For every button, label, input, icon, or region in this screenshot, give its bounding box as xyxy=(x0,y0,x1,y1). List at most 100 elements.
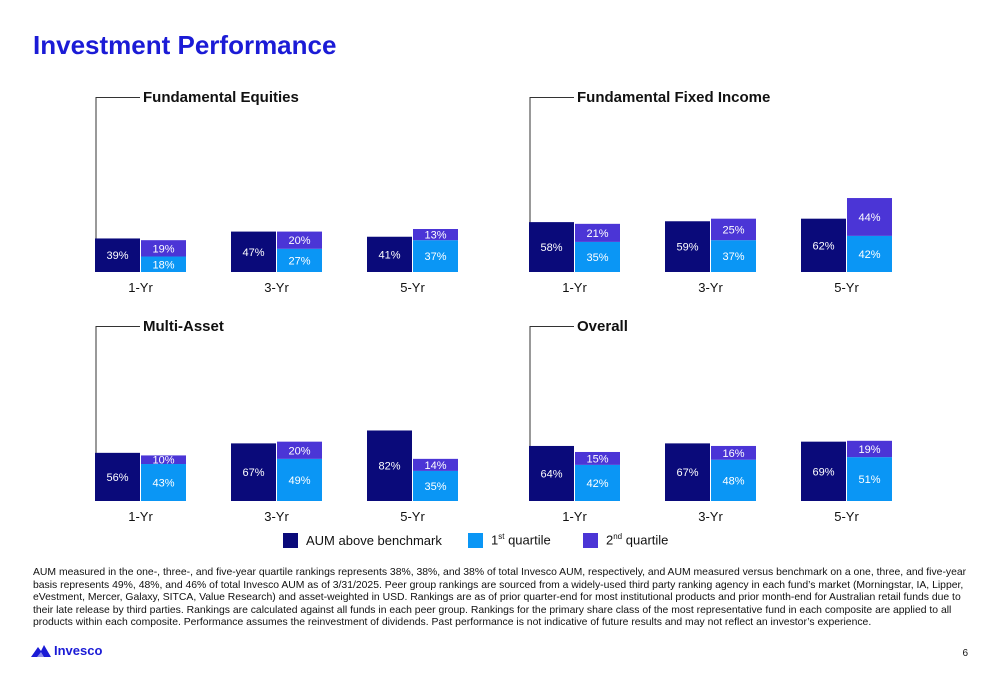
data-label-1st-quartile: 48% xyxy=(722,475,744,487)
data-label-2nd-quartile: 19% xyxy=(152,243,174,255)
bar-aum-above-benchmark xyxy=(665,221,710,272)
data-label-aum: 47% xyxy=(242,247,264,259)
bar-1st-quartile xyxy=(575,241,620,272)
x-tick-label: 5-Yr xyxy=(834,280,859,295)
bar-aum-above-benchmark xyxy=(367,236,412,272)
data-label-1st-quartile: 35% xyxy=(586,252,608,264)
data-label-aum: 41% xyxy=(378,249,400,261)
x-tick-label: 1-Yr xyxy=(128,509,153,524)
page-number: 6 xyxy=(962,648,968,659)
footnote: AUM measured in the one-, three-, and fi… xyxy=(33,567,967,629)
data-label-aum: 62% xyxy=(812,240,834,252)
title-bracket xyxy=(529,326,574,501)
chart-title: Fundamental Equities xyxy=(143,89,299,106)
data-label-2nd-quartile: 21% xyxy=(586,228,608,240)
bar-1st-quartile xyxy=(413,470,458,501)
legend-swatch-q2 xyxy=(583,532,598,548)
legend-swatch-q1 xyxy=(468,532,483,548)
bar-aum-above-benchmark xyxy=(367,430,412,501)
legend-label-q1: 1st quartile xyxy=(491,532,551,548)
data-label-aum: 39% xyxy=(106,250,128,262)
bar-2nd-quartile xyxy=(277,231,322,249)
invesco-logo[interactable]: Invesco xyxy=(31,643,102,658)
data-label-1st-quartile: 18% xyxy=(152,259,174,271)
data-label-2nd-quartile: 19% xyxy=(858,444,880,456)
legend-item-q2: 2nd quartile xyxy=(583,531,668,549)
data-label-2nd-quartile: 25% xyxy=(722,224,744,236)
data-label-2nd-quartile: 13% xyxy=(424,230,446,242)
chart-title: Multi-Asset xyxy=(143,318,224,335)
bar-1st-quartile xyxy=(847,457,892,501)
page-title: Investment Performance xyxy=(33,30,337,60)
data-label-2nd-quartile: 14% xyxy=(424,460,446,472)
bar-aum-above-benchmark xyxy=(665,443,710,501)
bar-1st-quartile xyxy=(575,464,620,501)
x-tick-label: 3-Yr xyxy=(698,280,723,295)
data-label-aum: 82% xyxy=(378,461,400,473)
bar-aum-above-benchmark xyxy=(231,443,276,501)
chart-fundamental-equities: Fundamental Equities 39% 18% 19% 1-Yr 47% 27% 2… xyxy=(95,88,470,298)
title-bracket xyxy=(529,97,574,272)
x-tick-label: 1-Yr xyxy=(562,509,587,524)
legend-item-aum: AUM above benchmark xyxy=(283,531,442,549)
x-tick-label: 3-Yr xyxy=(264,509,289,524)
data-label-aum: 67% xyxy=(242,467,264,479)
chart-multi-asset: Multi-Asset 56% 43% 10% 1-Yr 67% 49% 20% 3-Yr 82%… xyxy=(95,317,470,527)
bar-1st-quartile xyxy=(847,235,892,272)
chart-title: Fundamental Fixed Income xyxy=(577,89,770,106)
bar-1st-quartile xyxy=(413,240,458,272)
bar-aum-above-benchmark xyxy=(231,231,276,272)
x-tick-label: 3-Yr xyxy=(698,509,723,524)
title-bracket xyxy=(95,97,140,272)
legend-swatch-aum xyxy=(283,532,298,548)
bar-2nd-quartile xyxy=(413,229,458,241)
bar-2nd-quartile xyxy=(277,441,322,459)
chart-svg: Fundamental Fixed Income 58% 35% 21% 1-Yr 59%… xyxy=(529,89,892,295)
data-label-1st-quartile: 37% xyxy=(424,251,446,263)
bar-2nd-quartile xyxy=(141,455,186,465)
x-tick-label: 1-Yr xyxy=(562,280,587,295)
legend-label-aum: AUM above benchmark xyxy=(306,532,442,548)
bar-aum-above-benchmark xyxy=(801,441,846,501)
chart-legend: AUM above benchmark 1st quartile 2nd qua… xyxy=(283,531,703,549)
bar-aum-above-benchmark xyxy=(95,238,140,272)
bar-2nd-quartile xyxy=(711,445,756,460)
chart-fundamental-fixed-income: Fundamental Fixed Income 58% 35% 21% 1-Yr 59%… xyxy=(529,88,904,298)
data-label-1st-quartile: 35% xyxy=(424,481,446,493)
bar-2nd-quartile xyxy=(575,223,620,242)
data-label-aum: 58% xyxy=(540,242,562,254)
x-tick-label: 5-Yr xyxy=(834,509,859,524)
x-tick-label: 5-Yr xyxy=(400,280,425,295)
bar-aum-above-benchmark xyxy=(95,452,140,501)
data-label-aum: 56% xyxy=(106,472,128,484)
bar-2nd-quartile xyxy=(847,440,892,458)
data-label-aum: 69% xyxy=(812,466,834,478)
bar-2nd-quartile xyxy=(847,198,892,236)
chart-svg: Multi-Asset 56% 43% 10% 1-Yr 67% 49% 20% 3-Yr 82%… xyxy=(95,318,458,524)
data-label-2nd-quartile: 16% xyxy=(722,448,744,460)
data-label-aum: 59% xyxy=(676,242,698,254)
bar-aum-above-benchmark xyxy=(529,445,574,501)
data-label-1st-quartile: 42% xyxy=(858,249,880,261)
chart-title: Overall xyxy=(577,318,628,335)
x-tick-label: 3-Yr xyxy=(264,280,289,295)
data-label-1st-quartile: 43% xyxy=(152,478,174,490)
data-label-2nd-quartile: 15% xyxy=(586,453,608,465)
bar-aum-above-benchmark xyxy=(529,222,574,272)
bar-1st-quartile xyxy=(277,458,322,501)
bar-aum-above-benchmark xyxy=(801,218,846,272)
data-label-1st-quartile: 37% xyxy=(722,251,744,263)
chart-svg: Fundamental Equities 39% 18% 19% 1-Yr 47% 27% 2… xyxy=(95,89,458,295)
data-label-1st-quartile: 42% xyxy=(586,478,608,490)
bar-2nd-quartile xyxy=(413,458,458,471)
data-label-aum: 67% xyxy=(676,467,698,479)
bar-1st-quartile xyxy=(277,248,322,272)
bar-1st-quartile xyxy=(711,240,756,272)
data-label-aum: 64% xyxy=(540,468,562,480)
title-bracket xyxy=(95,326,140,501)
legend-label-q2: 2nd quartile xyxy=(606,532,669,548)
bar-1st-quartile xyxy=(141,256,186,272)
chart-svg: Overall 64% 42% 15% 1-Yr 67% 48% 16% 3-Yr 69% 51% 1… xyxy=(529,318,892,524)
legend-item-q1: 1st quartile xyxy=(468,531,551,549)
chart-overall: Overall 64% 42% 15% 1-Yr 67% 48% 16% 3-Yr 69% 51% 1… xyxy=(529,317,904,527)
